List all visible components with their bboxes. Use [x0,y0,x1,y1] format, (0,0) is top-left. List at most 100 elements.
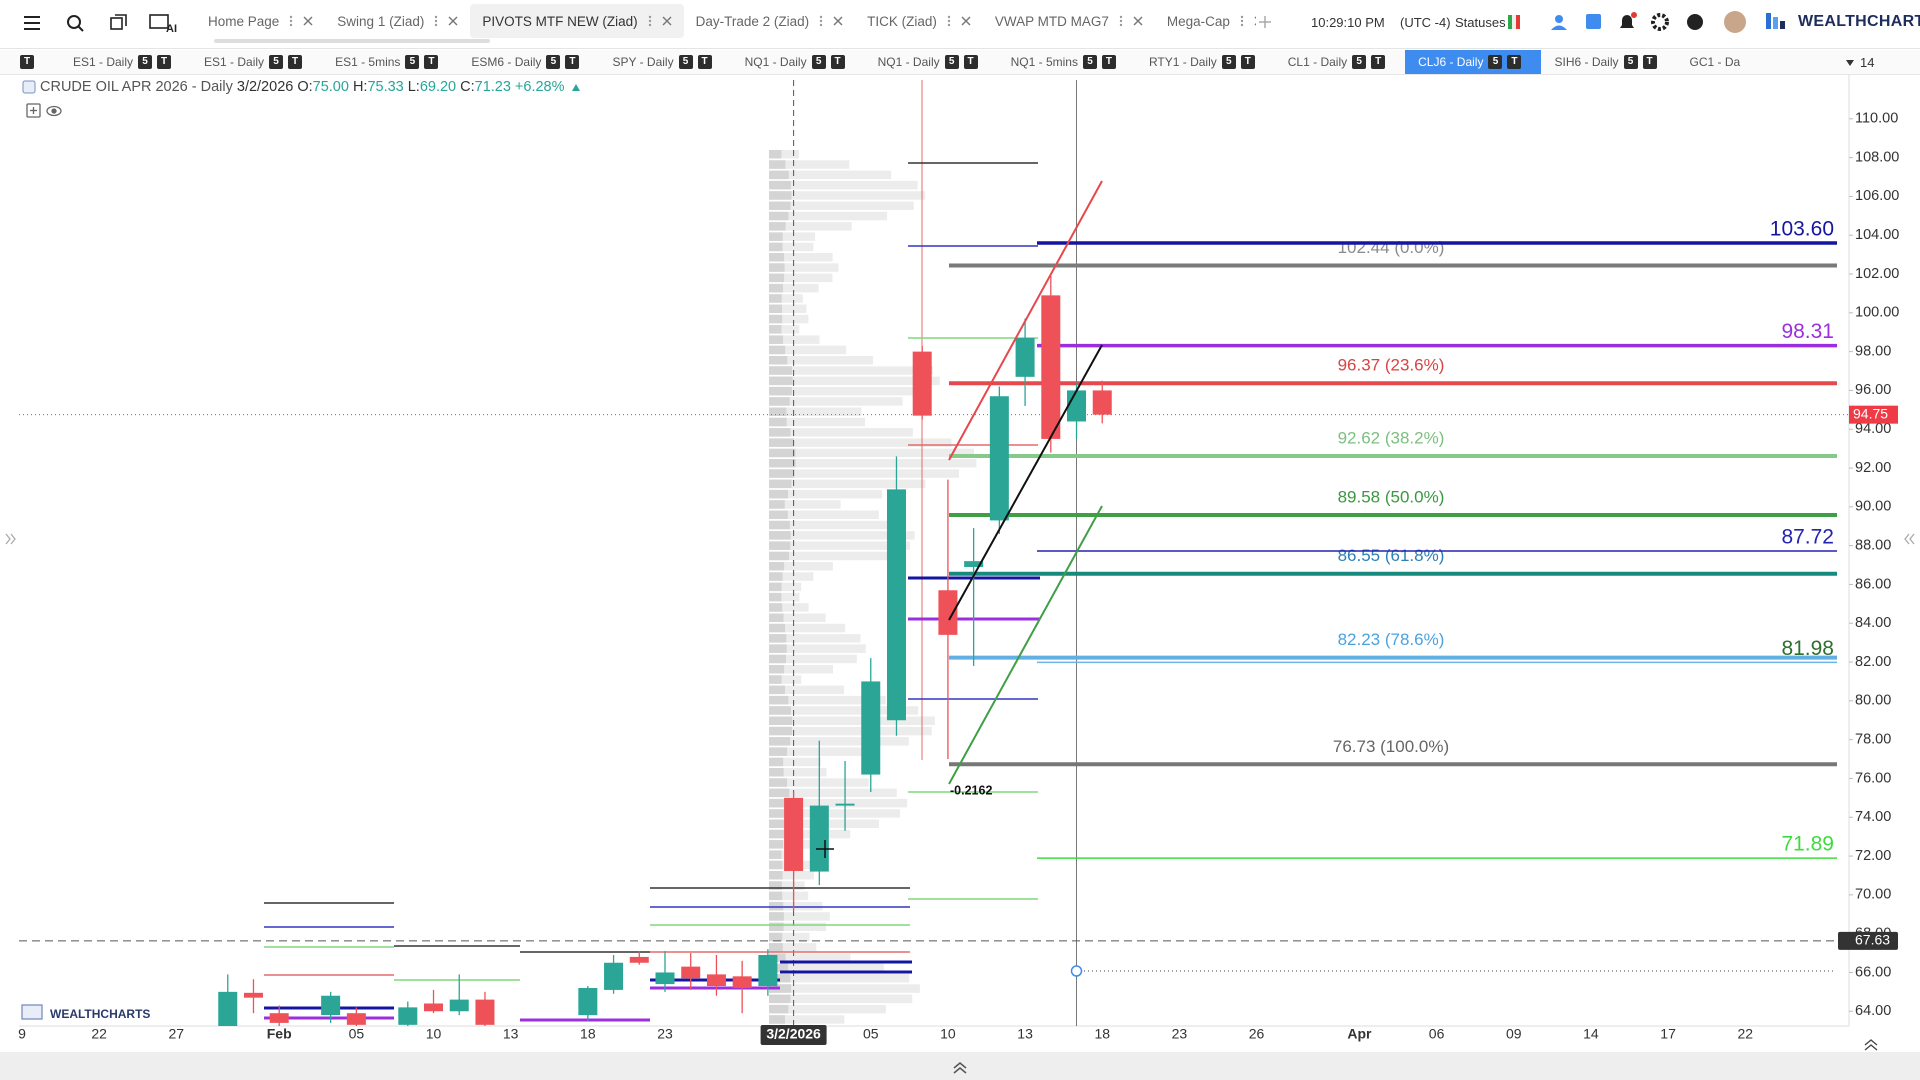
candle-body [784,797,804,871]
workspace-tab[interactable]: Home Page [196,4,325,38]
icon-part [648,19,651,23]
notifications-icon[interactable] [1620,15,1634,28]
more-icon[interactable] [431,15,441,27]
profile-bar [769,984,792,993]
workspace-tab[interactable]: TICK (Ziad) [855,4,983,38]
more-icon[interactable] [1116,15,1126,27]
left-expand-icon[interactable] [5,533,16,545]
chart-tab[interactable]: NQ1 - Daily 5 T [732,50,865,74]
profile-bar [769,623,786,633]
chart-tab[interactable]: CL1 - Daily 5 T [1275,50,1405,74]
add-tab-icon[interactable] [1255,12,1275,32]
profile-bar [769,665,785,674]
workspace-tab[interactable]: VWAP MTD MAG7 [983,4,1155,38]
expand-panel-icon[interactable] [950,1058,970,1078]
help-icon[interactable] [1687,14,1703,30]
save-icon[interactable] [1586,14,1601,29]
close-icon[interactable] [303,15,313,27]
more-icon[interactable] [286,15,296,27]
profile-bar [769,386,930,396]
workspace-tab[interactable]: Swing 1 (Ziad) [325,4,470,38]
profile-bar [769,304,807,313]
visibility-icon[interactable] [46,105,62,117]
profile-bar [769,191,926,200]
right-expand-icon[interactable] [1904,533,1915,545]
x-tick-label: 26 [1249,1026,1265,1042]
workspace-tab[interactable]: Mega-Cap [1155,4,1256,38]
icon-part [435,23,438,27]
add-indicator-icon[interactable] [26,103,41,118]
users-icon[interactable] [1555,15,1563,23]
legend-value: 75.00 [312,79,349,95]
profile-bar [769,222,852,231]
candle-body [681,966,701,979]
close-icon[interactable] [448,15,458,27]
profile-bar [769,397,790,406]
change-arrow [571,83,580,91]
menu-icon[interactable] [24,16,40,30]
profile-bar [769,675,782,684]
close-icon[interactable] [662,15,672,27]
chart-tab[interactable]: SPY - Daily 5 T [599,50,731,74]
workspace-tab[interactable]: Day-Trade 2 (Ziad) [684,4,856,38]
chart-tab[interactable]: ES1 - Daily 5 T [191,50,322,74]
statuses[interactable]: Statuses [1455,15,1506,30]
profile-bar [769,716,793,725]
more-icon[interactable] [816,15,826,27]
more-icon[interactable] [944,15,954,27]
crosshair-badge [1838,931,1898,950]
profile-bar [769,356,788,365]
more-icon[interactable] [1237,15,1247,27]
profile-bar [769,582,782,592]
chart-tab[interactable]: SIH6 - Daily 5 T [1541,50,1676,74]
ai-icon[interactable] [149,14,169,29]
chart-tab[interactable]: NQ1 - 5mins 5 T [998,50,1136,74]
close-icon[interactable] [961,15,971,27]
avatar[interactable] [1724,11,1746,33]
profile-bar [769,737,909,746]
candle-body [346,1013,366,1025]
chart-tabs: T ES1 - Daily 5 T ES1 - Daily 5 T ES1 - 5mins 5… [0,50,1920,75]
y-tick-label: 74.00 [1855,809,1891,825]
icon-part [1133,16,1143,26]
icon-part [435,19,438,23]
trendline-label: -0.2162 [950,783,992,797]
chart-tab[interactable]: NQ1 - Daily 5 T [865,50,998,74]
toolbar-right-icons [1508,11,1785,33]
close-icon[interactable] [833,15,843,27]
tab-badge: T [697,55,712,69]
profile-bar [769,459,796,468]
layouts-icon[interactable] [110,17,123,30]
y-tick-label: 106.00 [1855,188,1899,204]
chart-tab-title: CLJ6 - Daily [1418,55,1484,69]
tab-badge: 5 [944,55,959,69]
candle-body [912,351,932,416]
flag-part [1512,15,1516,29]
chart-tab[interactable]: ES1 - 5mins 5 T [322,50,458,74]
tabs-dropdown-icon[interactable] [1845,58,1855,68]
more-icon[interactable] [645,15,655,27]
chart-tab[interactable]: CLJ6 - Daily 5 T [1405,50,1542,74]
profile-bar [769,376,793,386]
settings-icon[interactable] [1651,13,1669,31]
profile-bar [769,211,888,221]
chart-tab[interactable]: ES1 - Daily 5 T [60,50,191,74]
close-icon[interactable] [1133,15,1143,27]
profile-bar [769,438,794,447]
scroll-top-icon[interactable] [1864,1039,1878,1051]
search-icon[interactable] [67,15,81,29]
candle-body [886,489,906,721]
chart-tab[interactable]: ESM6 - Daily 5 T [458,50,599,74]
x-tick-label: 18 [1094,1026,1110,1042]
x-tick-label: 10 [940,1026,956,1042]
chart-tab[interactable]: RTY1 - Daily 5 T [1136,50,1275,74]
chart-tab[interactable]: GC1 - Da [1677,50,1761,74]
profile-bar [769,263,785,272]
plot-area: 102.44 (0.0%) 96.37 (23.6%) 92.62 (38.2%) 8… [19,80,1849,1026]
workspace-tab[interactable]: PIVOTS MTF NEW (Ziad) [470,4,684,38]
profile-bar [769,222,786,231]
legend-value: 71.23 [474,79,511,95]
profile-bar [769,201,791,210]
profile-bar [769,829,786,839]
x-tick-label: Apr [1347,1026,1372,1042]
